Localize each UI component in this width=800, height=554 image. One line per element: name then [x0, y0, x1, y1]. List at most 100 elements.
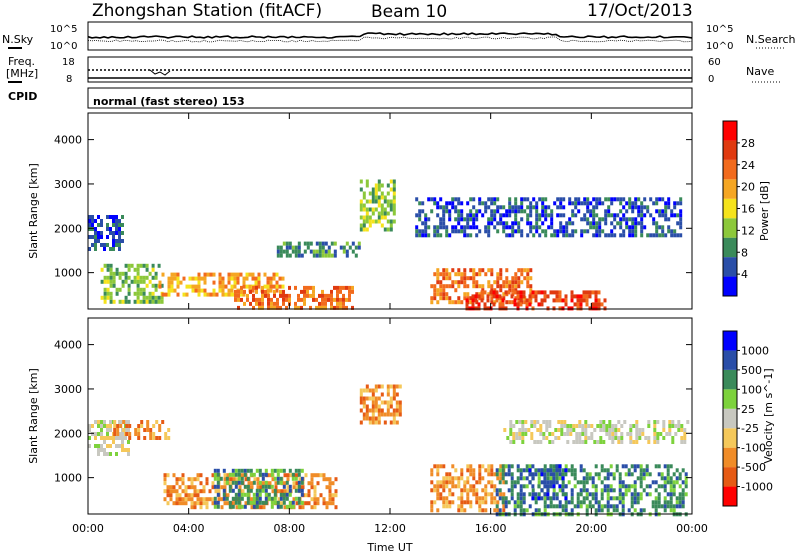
echo-cell	[368, 207, 372, 212]
echo-cell	[637, 197, 641, 202]
echo-cell	[257, 272, 261, 277]
echo-cell	[267, 496, 271, 501]
echo-cell	[457, 209, 461, 214]
echo-cell	[158, 280, 162, 285]
echo-cell	[193, 501, 197, 506]
echo-cell	[520, 233, 524, 238]
echo-cell	[606, 508, 610, 513]
echo-cell	[130, 263, 134, 268]
echo-cell	[442, 276, 446, 281]
echo-cell	[573, 302, 577, 307]
echo-cell	[113, 428, 117, 432]
echo-cell	[578, 420, 582, 424]
echo-cell	[106, 227, 109, 231]
echo-cell	[286, 477, 290, 482]
echo-cell	[273, 468, 277, 473]
echo-cell	[630, 500, 634, 505]
echo-cell	[392, 179, 396, 184]
echo-cell	[667, 197, 671, 202]
echo-cell	[294, 305, 297, 310]
echo-cell	[617, 420, 621, 424]
echo-cell	[520, 268, 524, 273]
echo-cell	[558, 472, 562, 477]
echo-cell	[573, 468, 577, 473]
echo-cell	[639, 508, 643, 513]
echo-cell	[506, 436, 510, 440]
echo-cell	[243, 289, 246, 294]
echo-cell	[662, 420, 666, 424]
echo-cell	[546, 468, 550, 473]
echo-cell	[424, 225, 428, 230]
echo-cell	[642, 472, 646, 477]
echo-cell	[216, 484, 220, 489]
echo-cell	[368, 388, 372, 393]
echo-cell	[606, 468, 610, 473]
echo-cell	[202, 497, 206, 502]
echo-cell	[439, 233, 443, 238]
echo-cell	[610, 197, 614, 202]
echo-cell	[653, 428, 657, 432]
echo-cell	[273, 301, 276, 306]
echo-cell	[586, 229, 590, 234]
echo-cell	[100, 243, 103, 247]
echo-cell	[306, 245, 310, 250]
echo-cell	[608, 432, 612, 436]
echo-cell	[543, 464, 547, 469]
echo-cell	[475, 213, 479, 218]
echo-cell	[100, 448, 103, 452]
echo-cell	[436, 292, 440, 297]
echo-cell	[659, 432, 663, 436]
echo-cell	[197, 280, 201, 285]
echo-cell	[220, 497, 224, 502]
echo-cell	[630, 472, 634, 477]
echo-cell	[139, 291, 143, 296]
echo-cell	[463, 296, 467, 301]
echo-cell	[313, 497, 317, 502]
echo-cell	[216, 476, 220, 481]
echo-cell	[626, 432, 630, 436]
echo-cell	[509, 440, 513, 444]
echo-cell	[264, 480, 268, 485]
echo-cell	[124, 279, 128, 284]
echo-cell	[597, 472, 601, 477]
echo-cell	[325, 505, 329, 510]
echo-region	[234, 285, 354, 310]
echo-cell	[288, 500, 292, 505]
echo-cell	[109, 267, 113, 272]
echo-cell	[555, 472, 559, 477]
echo-cell	[241, 473, 245, 478]
echo-cell	[631, 201, 635, 206]
echo-cell	[365, 416, 369, 421]
echo-cell	[109, 436, 112, 440]
echo-cell	[439, 492, 443, 497]
echo-cell	[321, 245, 325, 250]
echo-cell	[619, 217, 623, 222]
echo-cell	[221, 288, 225, 293]
echo-cell	[327, 253, 331, 258]
echo-cell	[158, 284, 162, 289]
echo-cell	[116, 424, 120, 428]
echo-cell	[552, 464, 556, 469]
echo-cell	[499, 492, 503, 497]
echo-cell	[383, 227, 387, 232]
echo-cell	[680, 424, 684, 428]
echo-cell	[194, 288, 198, 293]
echo-cell	[472, 268, 476, 273]
echo-cell	[570, 468, 574, 473]
echo-cell	[118, 420, 121, 424]
echo-cell	[541, 229, 545, 234]
echo-cell	[454, 217, 458, 222]
echo-cell	[294, 468, 298, 473]
echo-cell	[664, 217, 668, 222]
echo-cell	[634, 197, 638, 202]
echo-cell	[555, 476, 559, 481]
echo-cell	[430, 300, 434, 305]
echo-cell	[657, 496, 661, 501]
echo-cell	[490, 500, 494, 505]
echo-cell	[115, 267, 119, 272]
echo-cell	[264, 468, 268, 473]
x-axis-label: Time UT	[366, 541, 412, 554]
echo-cell	[109, 444, 112, 448]
echo-cell	[570, 294, 574, 299]
echo-cell	[549, 484, 553, 489]
